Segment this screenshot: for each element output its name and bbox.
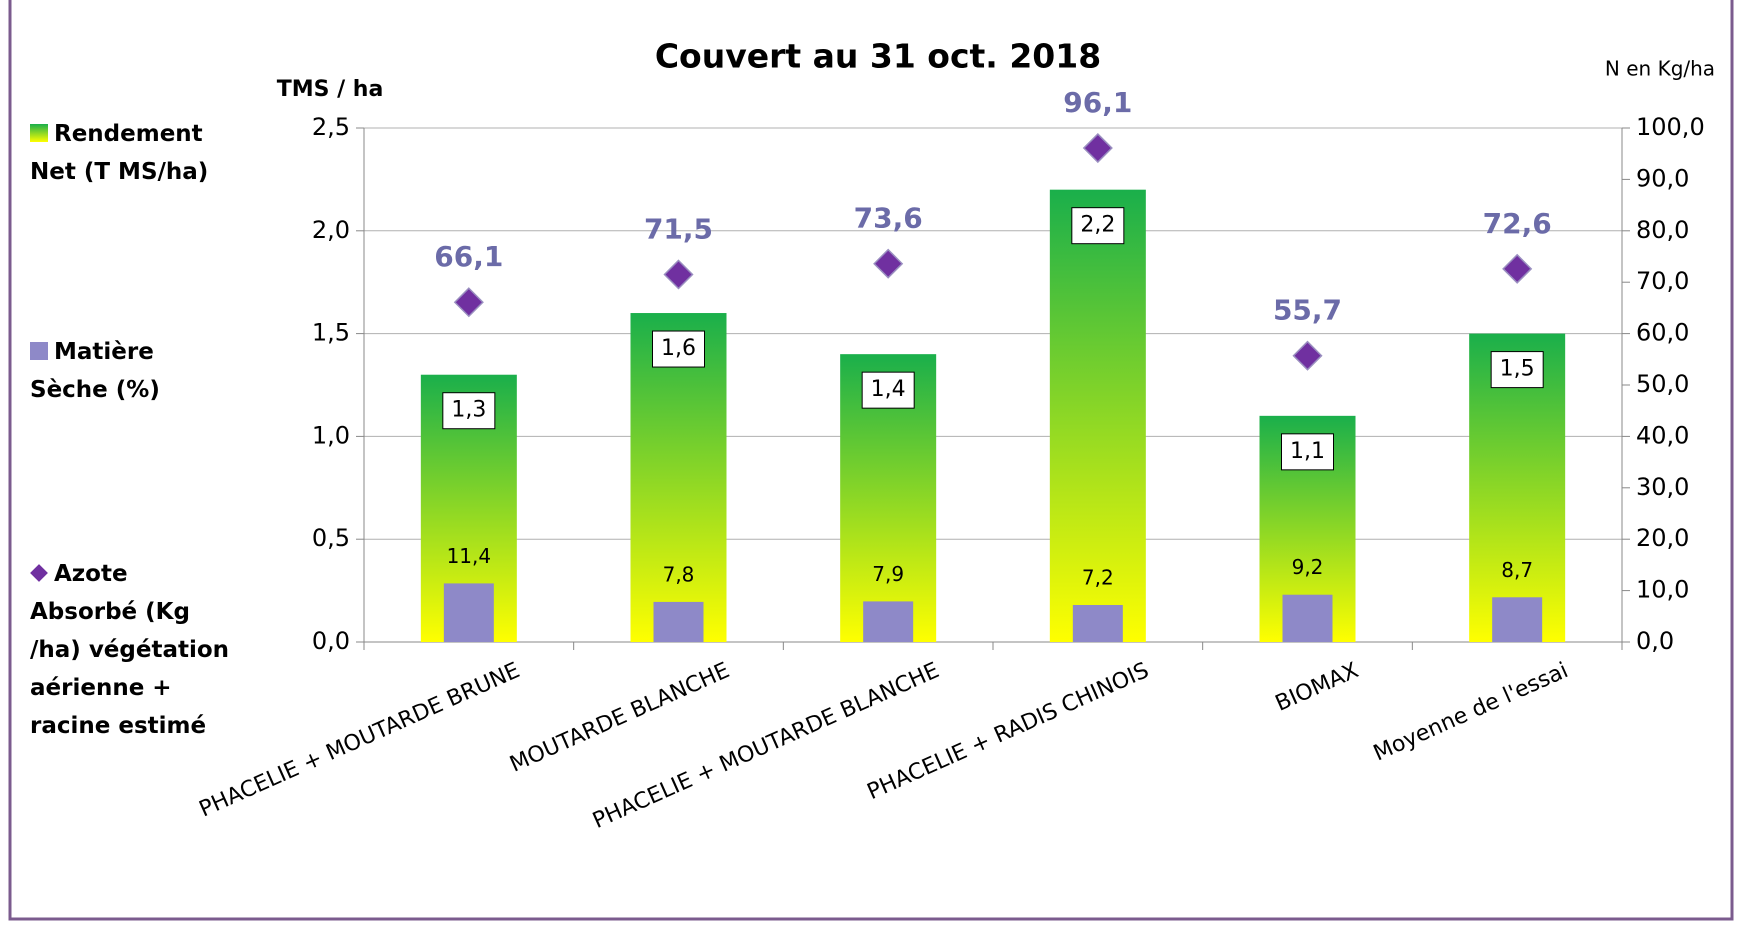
marker: [1082, 132, 1113, 164]
legend-item: Matière Sèche (%): [30, 333, 230, 409]
x-tick-label: Moyenne de l'essai: [1370, 658, 1572, 766]
bar: [1072, 604, 1123, 642]
marker: [453, 287, 484, 318]
data-label-bg: [442, 392, 496, 430]
data-label: 1,6: [661, 336, 696, 361]
legend-label: Rendement Net (T MS/ha): [30, 121, 209, 185]
y-tick-label: 0,0: [312, 627, 350, 655]
data-label-box: 1,6: [652, 330, 705, 368]
data-label-box: 1,4: [861, 371, 915, 409]
bar: [443, 583, 494, 642]
legend-label: Azote Absorbé (Kg /ha) végétation aérien…: [30, 561, 230, 739]
data-label: 1,4: [871, 377, 906, 402]
y-tick-label: 0,5: [312, 524, 350, 552]
marker: [873, 248, 904, 279]
data-label: 96,1: [1063, 86, 1132, 119]
y2-tick-label: 20,0: [1636, 524, 1689, 552]
data-label-bg: [861, 371, 915, 409]
data-label: 9,2: [1292, 555, 1324, 579]
y-tick-label: 2,0: [312, 216, 350, 244]
y2-tick-label: 50,0: [1636, 370, 1689, 398]
legend-label: Matière Sèche (%): [30, 339, 160, 403]
bar: [863, 601, 914, 642]
legend-item: Azote Absorbé (Kg /ha) végétation aérien…: [30, 555, 230, 745]
legend-swatch: [30, 124, 48, 142]
y-tick-label: 1,5: [312, 319, 350, 347]
data-label-box: 1,5: [1490, 351, 1544, 389]
y-tick-label: 1,0: [312, 421, 350, 449]
x-tick-label: BIOMAX: [1272, 658, 1363, 717]
data-label: 1,3: [451, 398, 486, 423]
y2-axis-label: N en Kg/ha: [1605, 57, 1715, 81]
marker: [1502, 253, 1533, 284]
x-tick-label: PHACELIE + MOUTARDE BRUNE: [196, 658, 524, 822]
data-label-box: 1,1: [1281, 433, 1334, 471]
data-label: 7,2: [1082, 565, 1114, 589]
y2-tick-label: 30,0: [1636, 473, 1689, 501]
data-label: 11,4: [447, 544, 492, 568]
data-label: 1,1: [1290, 439, 1325, 464]
frame: [8, 0, 1734, 921]
data-label: 1,5: [1500, 357, 1535, 382]
data-label: 73,6: [854, 202, 923, 235]
data-label: 71,5: [644, 212, 713, 245]
data-label-box: 1,3: [442, 392, 496, 430]
chart-title: Couvert au 31 oct. 2018: [655, 37, 1101, 76]
x-tick-label: PHACELIE + MOUTARDE BLANCHE: [589, 658, 943, 834]
legend-swatch: [30, 564, 48, 582]
data-label: 66,1: [434, 240, 503, 273]
bar: [1492, 597, 1543, 642]
bar: [1049, 189, 1146, 642]
y-tick-label: 2,5: [312, 113, 350, 141]
marker: [663, 259, 694, 290]
bar: [1282, 594, 1333, 642]
bar: [653, 601, 704, 642]
data-label-bg: [1071, 207, 1125, 245]
data-label-bg: [1490, 351, 1544, 389]
data-label: 55,7: [1273, 294, 1342, 327]
data-label: 7,9: [872, 562, 904, 586]
bar: [630, 313, 727, 642]
y2-tick-label: 10,0: [1636, 576, 1689, 604]
y2-tick-label: 0,0: [1636, 627, 1674, 655]
legend-item: Rendement Net (T MS/ha): [30, 115, 230, 191]
data-label: 2,2: [1080, 213, 1115, 238]
marker: [1292, 340, 1323, 371]
data-label-bg: [652, 330, 705, 368]
y2-tick-label: 80,0: [1636, 216, 1689, 244]
x-tick-label: MOUTARDE BLANCHE: [506, 658, 733, 777]
y-axis-label: TMS / ha: [277, 77, 384, 102]
data-label-box: 2,2: [1071, 207, 1125, 245]
data-label: 8,7: [1501, 558, 1533, 582]
data-label: 72,6: [1483, 207, 1552, 240]
legend-swatch: [30, 342, 48, 360]
y2-tick-label: 90,0: [1636, 164, 1689, 192]
data-label-bg: [1281, 433, 1334, 471]
y2-tick-label: 70,0: [1636, 267, 1689, 295]
y2-tick-label: 60,0: [1636, 319, 1689, 347]
y2-tick-label: 100,0: [1636, 113, 1705, 141]
y2-tick-label: 40,0: [1636, 421, 1689, 449]
data-label: 7,8: [663, 562, 695, 586]
